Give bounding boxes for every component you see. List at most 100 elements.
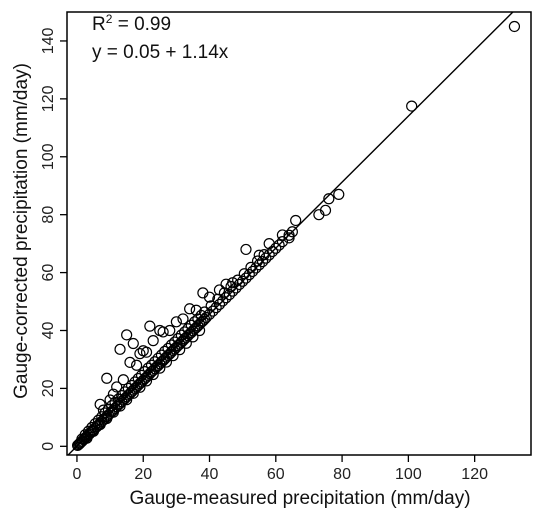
data-point: [131, 359, 143, 371]
data-point: [207, 305, 219, 317]
data-point: [121, 394, 133, 406]
x-tick-label: 120: [461, 466, 488, 483]
data-point: [290, 214, 302, 227]
data-point: [223, 288, 235, 301]
data-point: [182, 323, 194, 335]
data-point: [185, 319, 197, 331]
y-tick-label: 60: [40, 264, 57, 282]
data-point: [82, 425, 95, 437]
x-axis-title: Gauge-measured precipitation (mm/day): [129, 488, 470, 509]
regression-equation: y = 0.05 + 1.14x: [92, 42, 229, 63]
data-point: [94, 418, 106, 431]
data-point: [189, 316, 201, 328]
data-point: [187, 331, 199, 343]
data-point: [107, 388, 120, 400]
data-point: [127, 337, 139, 350]
x-tick-label: 60: [267, 466, 285, 483]
data-point: [97, 404, 110, 416]
data-point: [144, 320, 156, 332]
data-point: [240, 243, 252, 256]
r-squared-annotation: R2 = 0.99: [92, 12, 171, 35]
data-point: [286, 226, 298, 238]
data-point: [81, 432, 93, 444]
data-point: [87, 425, 100, 437]
data-point: [283, 232, 295, 244]
y-tick-label: 120: [40, 85, 57, 112]
x-tick-label: 40: [201, 466, 219, 483]
data-point: [192, 313, 204, 325]
x-tick-label: 20: [134, 466, 152, 483]
data-point: [323, 193, 335, 205]
data-point: [406, 100, 418, 112]
data-point: [213, 298, 226, 311]
data-point: [101, 372, 113, 384]
data-points: [72, 20, 521, 452]
y-tick-label: 40: [40, 321, 57, 339]
y-tick-label: 100: [40, 143, 57, 170]
data-point: [172, 333, 184, 345]
y-tick-label: 80: [40, 206, 57, 224]
data-point: [121, 329, 133, 341]
data-point: [243, 269, 255, 281]
x-tick-label: 0: [72, 466, 81, 483]
data-point: [164, 324, 176, 337]
data-point: [127, 387, 139, 399]
regression-line: [67, 11, 514, 456]
data-point: [147, 335, 159, 347]
data-point: [227, 277, 239, 289]
data-point: [203, 291, 216, 303]
data-point: [276, 236, 289, 248]
data-point: [333, 188, 345, 201]
data-point: [119, 386, 131, 398]
data-point: [157, 326, 169, 338]
data-point: [263, 238, 275, 250]
data-point: [200, 311, 212, 324]
data-point: [205, 300, 217, 312]
data-point: [175, 329, 187, 341]
data-point: [283, 229, 295, 241]
data-point: [134, 348, 146, 360]
data-point: [117, 374, 129, 386]
data-point: [203, 308, 216, 320]
data-point: [114, 343, 126, 355]
data-point: [177, 313, 189, 325]
data-point: [217, 295, 229, 307]
data-point: [132, 372, 144, 385]
data-point: [227, 285, 239, 297]
data-point: [94, 398, 106, 410]
data-point: [193, 324, 206, 337]
data-point: [184, 303, 196, 315]
data-point: [179, 326, 191, 338]
data-point: [126, 379, 138, 392]
data-point: [140, 346, 153, 358]
data-point: [210, 302, 222, 314]
data-point: [250, 262, 262, 274]
data-point: [165, 339, 177, 351]
data-point: [276, 229, 289, 241]
data-point: [213, 284, 226, 296]
data-point: [180, 337, 192, 349]
data-point: [190, 304, 202, 316]
y-tick-label: 0: [40, 442, 57, 451]
data-point: [220, 292, 232, 304]
data-point: [197, 315, 209, 327]
y-axis: 0 20 40 60 80 100 120 140: [40, 28, 67, 451]
data-point: [508, 20, 521, 33]
data-point: [253, 249, 265, 261]
x-axis: 0 20 40 60 80 100 120: [72, 455, 488, 483]
data-point: [220, 278, 232, 290]
y-tick-label: 20: [40, 379, 57, 397]
data-point: [114, 400, 126, 412]
y-tick-label: 140: [40, 28, 57, 55]
data-point: [170, 316, 182, 328]
x-tick-label: 100: [395, 466, 422, 483]
data-point: [198, 306, 211, 318]
data-point: [319, 204, 332, 216]
data-point: [134, 381, 146, 393]
data-point: [256, 255, 269, 268]
data-point: [104, 394, 116, 406]
y-axis-title: Gauge-corrected precipitation (mm/day): [11, 63, 32, 399]
x-tick-label: 80: [333, 466, 351, 483]
plot-frame: [66, 11, 532, 456]
